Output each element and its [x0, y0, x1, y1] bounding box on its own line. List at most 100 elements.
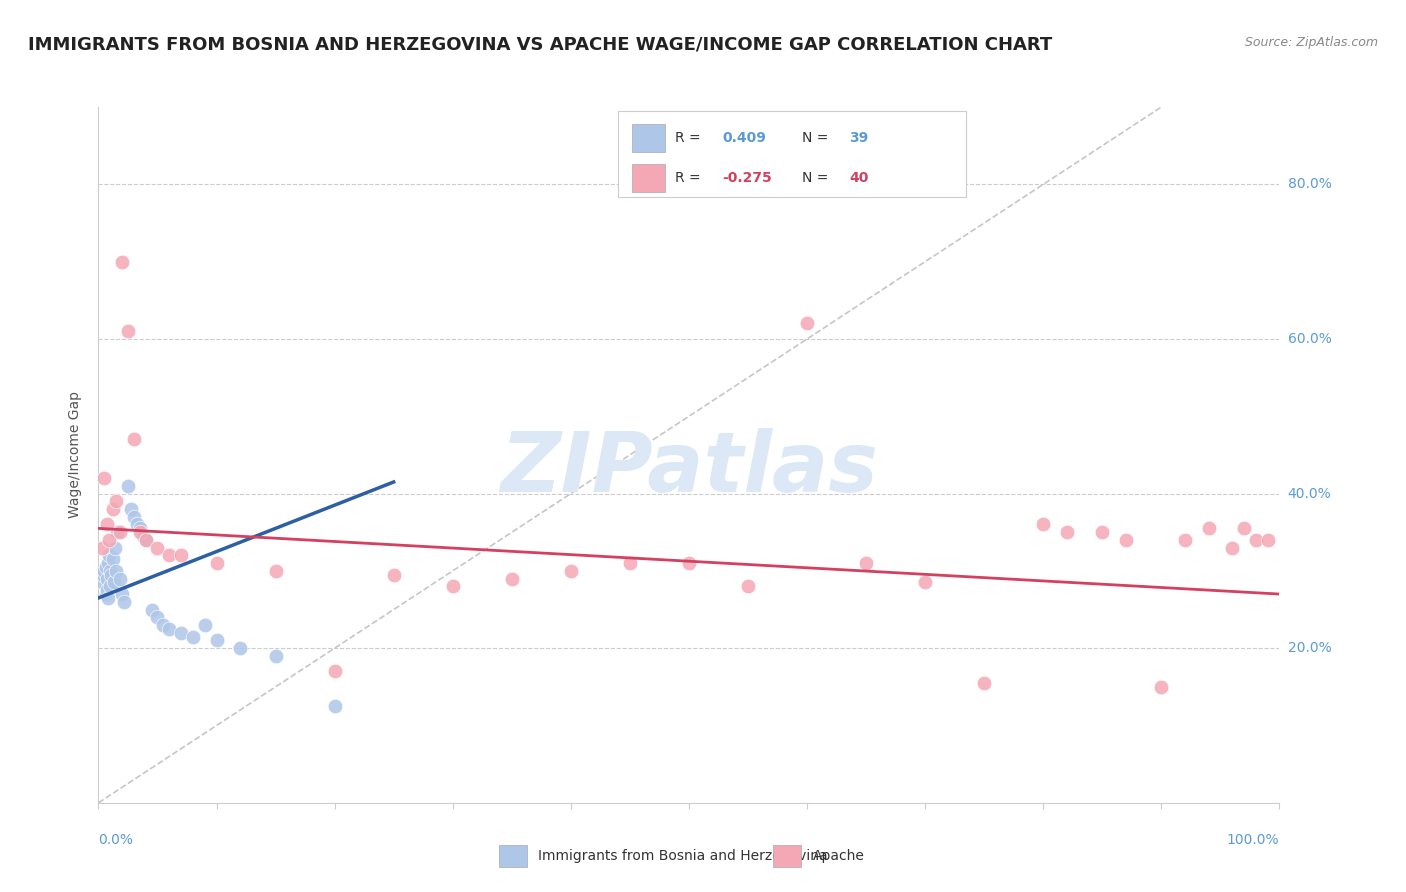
Point	[737, 579, 759, 593]
Bar	[619, 111, 966, 197]
Point	[105, 564, 128, 578]
Text: IMMIGRANTS FROM BOSNIA AND HERZEGOVINA VS APACHE WAGE/INCOME GAP CORRELATION CHA: IMMIGRANTS FROM BOSNIA AND HERZEGOVINA V…	[28, 36, 1052, 54]
Text: 39: 39	[849, 131, 869, 145]
Point	[108, 525, 131, 540]
Point	[122, 433, 145, 447]
Text: N =: N =	[803, 171, 834, 186]
Point	[973, 676, 995, 690]
Point	[132, 529, 155, 543]
Point	[382, 567, 405, 582]
Point	[104, 541, 127, 555]
Point	[1091, 525, 1114, 540]
Point	[157, 549, 180, 563]
Point	[323, 699, 346, 714]
Point	[91, 575, 114, 590]
Point	[94, 587, 117, 601]
Point	[1032, 517, 1054, 532]
Point	[91, 567, 114, 582]
Point	[135, 533, 157, 547]
Point	[1257, 533, 1279, 547]
Point	[117, 479, 139, 493]
Text: 80.0%: 80.0%	[1288, 178, 1331, 192]
Point	[323, 665, 346, 679]
Point	[98, 579, 121, 593]
Point	[103, 575, 125, 590]
Point	[112, 595, 135, 609]
Point	[229, 641, 252, 656]
Point	[98, 549, 121, 563]
Point	[157, 622, 180, 636]
Point	[264, 648, 287, 663]
Point	[96, 583, 118, 598]
Text: Immigrants from Bosnia and Herzegovina: Immigrants from Bosnia and Herzegovina	[538, 849, 828, 863]
Point	[93, 564, 115, 578]
Point	[1056, 525, 1078, 540]
Point	[96, 572, 118, 586]
Point	[128, 521, 150, 535]
Point	[1220, 541, 1243, 555]
Point	[96, 517, 118, 532]
Text: N =: N =	[803, 131, 834, 145]
Point	[98, 533, 121, 547]
Point	[100, 567, 122, 582]
Point	[127, 517, 149, 532]
Text: 100.0%: 100.0%	[1227, 833, 1279, 847]
Text: 60.0%: 60.0%	[1288, 332, 1331, 346]
Text: 0.0%: 0.0%	[98, 833, 134, 847]
Point	[94, 560, 117, 574]
Point	[105, 525, 128, 540]
Point	[152, 618, 174, 632]
Point	[1244, 533, 1267, 547]
Point	[111, 254, 134, 268]
Point	[1174, 533, 1197, 547]
Point	[121, 502, 143, 516]
Point	[170, 549, 193, 563]
Point	[146, 610, 169, 624]
Point	[98, 564, 121, 578]
Point	[914, 575, 936, 590]
Point	[122, 509, 145, 524]
Text: 20.0%: 20.0%	[1288, 641, 1331, 656]
Point	[501, 572, 523, 586]
Text: ZIPatlas: ZIPatlas	[501, 428, 877, 509]
Point	[97, 591, 120, 605]
Point	[1150, 680, 1173, 694]
Point	[111, 587, 134, 601]
Point	[796, 317, 818, 331]
Point	[97, 556, 120, 570]
Point	[101, 502, 124, 516]
Point	[855, 556, 877, 570]
Point	[1198, 521, 1220, 535]
Point	[108, 572, 131, 586]
Point	[170, 625, 193, 640]
Point	[205, 556, 228, 570]
Point	[93, 471, 115, 485]
Point	[181, 630, 204, 644]
Point	[146, 541, 169, 555]
Point	[101, 552, 124, 566]
Point	[105, 494, 128, 508]
Point	[91, 541, 114, 555]
Text: 40: 40	[849, 171, 869, 186]
Bar	[633, 124, 665, 153]
Text: R =: R =	[675, 131, 704, 145]
Bar	[633, 164, 665, 193]
Point	[678, 556, 700, 570]
Point	[560, 564, 582, 578]
Point	[194, 618, 217, 632]
Text: -0.275: -0.275	[723, 171, 772, 186]
Point	[141, 602, 163, 616]
Point	[264, 564, 287, 578]
Text: Source: ZipAtlas.com: Source: ZipAtlas.com	[1244, 36, 1378, 49]
Point	[1233, 521, 1256, 535]
Text: Apache: Apache	[813, 849, 865, 863]
Point	[619, 556, 641, 570]
Point	[1115, 533, 1137, 547]
Point	[441, 579, 464, 593]
Point	[135, 533, 157, 547]
Y-axis label: Wage/Income Gap: Wage/Income Gap	[69, 392, 83, 518]
Text: 0.409: 0.409	[723, 131, 766, 145]
Point	[205, 633, 228, 648]
Text: R =: R =	[675, 171, 704, 186]
Text: 40.0%: 40.0%	[1288, 486, 1331, 500]
